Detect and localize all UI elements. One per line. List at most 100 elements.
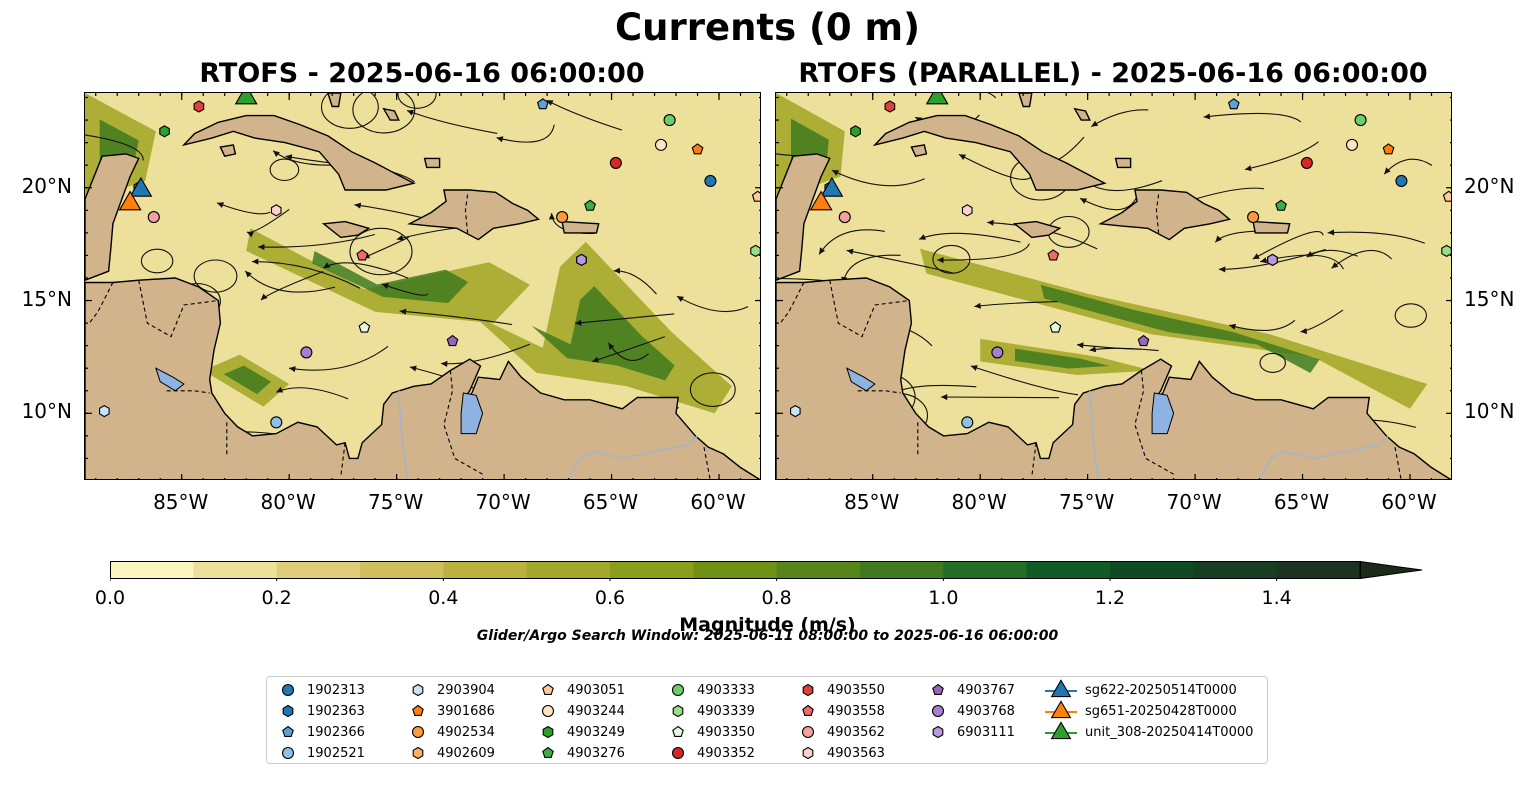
platform-marker-sg622-20250514T0000[interactable]: [129, 176, 153, 197]
platform-marker-4903563[interactable]: [961, 204, 973, 217]
platform-marker-4903563[interactable]: [270, 204, 282, 217]
colorbar-segment-6: [610, 561, 694, 579]
colorbar-tick-5: 1.0: [928, 587, 959, 609]
platform-marker-4903550[interactable]: [884, 100, 896, 113]
legend-item-4903563: 4903563: [797, 743, 885, 763]
colorbar-segment-7: [693, 561, 778, 579]
legend-label: 4903276: [567, 745, 625, 761]
platform-marker-4903249[interactable]: [159, 125, 170, 138]
platform-marker-4903767[interactable]: [446, 334, 459, 347]
legend-item-4903562: 4903562: [797, 722, 885, 742]
platform-marker-4903244[interactable]: [654, 138, 668, 151]
platform-marker-4903562[interactable]: [147, 211, 160, 224]
legend-marker-hexagon-icon: [282, 704, 294, 718]
platform-marker-4903339[interactable]: [1441, 244, 1452, 258]
legend-label: 4903350: [697, 724, 755, 740]
platform-marker-2903904[interactable]: [99, 404, 110, 418]
platform-marker-6903111[interactable]: [576, 253, 587, 267]
colorbar-tick-7: 1.4: [1261, 587, 1292, 609]
platform-marker-3901686[interactable]: [1382, 143, 1395, 155]
platform-marker-sg622-20250514T0000[interactable]: [820, 176, 844, 197]
platform-marker-4903352[interactable]: [609, 156, 622, 169]
platform-marker-2903904[interactable]: [790, 404, 801, 418]
legend-label: 4903550: [827, 682, 885, 698]
platform-marker-4903768[interactable]: [991, 346, 1004, 359]
legend-marker-circle-icon: [541, 704, 555, 718]
platform-marker-4903249[interactable]: [850, 125, 861, 138]
colorbar-tick-2: 0.4: [428, 587, 459, 609]
platform-marker-sg651-20250428T0000[interactable]: [118, 190, 142, 211]
platform-marker-4903333[interactable]: [1354, 114, 1367, 127]
platform-marker-1902521[interactable]: [961, 416, 974, 429]
legend-label: 6903111: [957, 724, 1015, 740]
lon-tick-right-2: 75°W: [1059, 490, 1115, 514]
platform-marker-4902534[interactable]: [556, 211, 569, 224]
legend-label: 3901686: [437, 703, 495, 719]
legend-marker-circle-icon: [671, 746, 685, 760]
platform-marker-4903333[interactable]: [663, 114, 676, 127]
legend-label: 4903352: [697, 745, 755, 761]
legend-label: 4903767: [957, 682, 1015, 698]
platform-marker-4903768[interactable]: [300, 346, 313, 359]
platform-marker-4903276[interactable]: [1275, 199, 1287, 211]
platform-marker-4903051[interactable]: [751, 190, 762, 202]
legend-label: 1902521: [307, 745, 365, 761]
platform-marker-unit_308-20250414T0000[interactable]: [925, 93, 949, 105]
figure-title: Currents (0 m): [614, 6, 920, 49]
platform-marker-1902313[interactable]: [704, 174, 717, 188]
legend-item-4903558: 4903558: [797, 701, 885, 721]
legend-item-4903550: 4903550: [797, 680, 885, 700]
platform-marker-1902366[interactable]: [1227, 98, 1240, 110]
legend-label: 1902313: [307, 682, 365, 698]
legend-marker-hexagon-icon: [412, 683, 424, 697]
platform-marker-4903276[interactable]: [584, 199, 596, 211]
panel-title-rtofs: RTOFS - 2025-06-16 06:00:00: [199, 58, 645, 89]
platform-marker-4903051[interactable]: [1442, 190, 1453, 202]
platform-marker-4903244[interactable]: [1345, 138, 1359, 151]
panel-title-rtofs-parallel: RTOFS (PARALLEL) - 2025-06-16 06:00:00: [798, 58, 1428, 89]
colorbar-tick-6: 1.2: [1094, 587, 1126, 609]
platform-marker-3901686[interactable]: [691, 143, 704, 155]
legend-marker-pentagon-icon: [542, 746, 554, 758]
platform-marker-4903352[interactable]: [1300, 156, 1313, 169]
platform-marker-1902521[interactable]: [270, 416, 283, 429]
legend-marker-pentagon-icon: [802, 704, 814, 716]
lat-tick-right-2: 10°N: [1464, 399, 1515, 424]
legend-marker-circle-icon: [281, 746, 295, 760]
platform-marker-6903111[interactable]: [1267, 253, 1278, 267]
platform-marker-4903558[interactable]: [1047, 249, 1060, 261]
lon-tick-left-1: 80°W: [260, 490, 316, 514]
legend-marker-pentagon-icon: [542, 683, 554, 695]
platform-marker-1902366[interactable]: [536, 98, 549, 110]
lon-tick-right-4: 65°W: [1273, 490, 1330, 514]
colorbar-tick-3: 0.6: [594, 587, 626, 609]
legend-label: 1902366: [307, 724, 365, 740]
platform-marker-4903339[interactable]: [750, 244, 761, 258]
legend-label: 4903051: [567, 682, 625, 698]
platform-marker-4903350[interactable]: [1049, 321, 1062, 333]
platform-marker-4903350[interactable]: [358, 321, 371, 333]
legend-marker-pentagon-icon: [932, 683, 944, 695]
legend-marker-hexagon-icon: [672, 704, 684, 718]
legend-item-4902534: 4902534: [407, 722, 495, 742]
platform-marker-unit_308-20250414T0000[interactable]: [234, 93, 258, 105]
map-panel-rtofs[interactable]: [84, 92, 761, 480]
platform-legend: 1902313 1902363 1902366 1902521 2903904 39016…: [266, 676, 1268, 764]
legend-item-4903276: 4903276: [537, 743, 625, 763]
platform-marker-4903767[interactable]: [1137, 334, 1150, 347]
lon-tick-left-5: 60°W: [690, 490, 746, 514]
platform-marker-4903558[interactable]: [356, 249, 369, 261]
legend-label: sg622-20250514T0000: [1085, 682, 1237, 698]
platform-marker-4902534[interactable]: [1247, 211, 1260, 224]
search-window-text: Glider/Argo Search Window: 2025-06-11 08…: [476, 628, 1059, 644]
legend-item-sg651-20250428T0000: sg651-20250428T0000: [1045, 700, 1237, 721]
legend-label: 4903339: [697, 703, 755, 719]
platform-marker-4903562[interactable]: [838, 211, 851, 224]
platform-marker-1902313[interactable]: [1395, 174, 1408, 188]
legend-label: 4902534: [437, 724, 495, 740]
legend-label: 4903249: [567, 724, 625, 740]
platform-marker-sg651-20250428T0000[interactable]: [809, 190, 833, 211]
legend-marker-hexagon-icon: [802, 683, 814, 697]
map-panel-rtofs-parallel[interactable]: [775, 92, 1452, 480]
platform-marker-4903550[interactable]: [193, 100, 205, 113]
